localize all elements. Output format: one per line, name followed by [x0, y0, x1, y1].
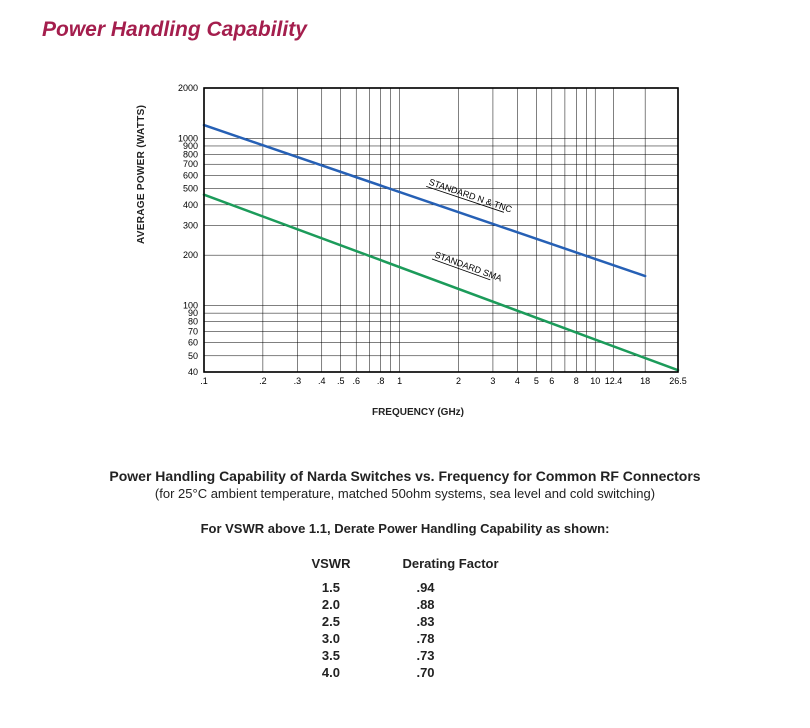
- svg-text:80: 80: [188, 317, 198, 327]
- vswr-cell: 4.0: [285, 664, 376, 681]
- svg-text:700: 700: [183, 159, 198, 169]
- table-row: 3.5.73: [285, 647, 524, 664]
- caption-line-1: Power Handling Capability of Narda Switc…: [0, 468, 810, 484]
- svg-text:.2: .2: [259, 376, 267, 386]
- svg-text:600: 600: [183, 170, 198, 180]
- y-axis-label: AVERAGE POWER (WATTS): [136, 105, 147, 244]
- page-title: Power Handling Capability: [42, 18, 307, 42]
- derating-table-wrap: VSWR Derating Factor 1.5.942.0.882.5.833…: [0, 552, 810, 681]
- svg-text:3: 3: [490, 376, 495, 386]
- svg-text:.6: .6: [352, 376, 360, 386]
- x-axis-label: FREQUENCY (GHz): [148, 407, 688, 418]
- col-derating-factor: Derating Factor: [376, 552, 524, 579]
- table-header-row: VSWR Derating Factor: [285, 552, 524, 579]
- derating-table: VSWR Derating Factor 1.5.942.0.882.5.833…: [285, 552, 524, 681]
- svg-text:300: 300: [183, 221, 198, 231]
- svg-text:.3: .3: [294, 376, 302, 386]
- page: Power Handling Capability .1 .2 .3 .4 .5 .6 .8…: [0, 0, 810, 728]
- chart-svg: .1 .2 .3 .4 .5 .6 .8 1 2 3 4 56 8 10 12.4 18 26.5 40 50 60 7…: [148, 74, 688, 414]
- svg-text:1000: 1000: [178, 133, 198, 143]
- svg-text:8: 8: [574, 376, 579, 386]
- svg-text:18: 18: [640, 376, 650, 386]
- vswr-cell: 2.0: [285, 596, 376, 613]
- table-row: 4.0.70: [285, 664, 524, 681]
- svg-text:2000: 2000: [178, 83, 198, 93]
- svg-text:12.4: 12.4: [605, 376, 623, 386]
- svg-text:500: 500: [183, 184, 198, 194]
- svg-text:.1: .1: [200, 376, 208, 386]
- svg-text:.5: .5: [337, 376, 345, 386]
- svg-text:5: 5: [534, 376, 539, 386]
- svg-text:200: 200: [183, 250, 198, 260]
- vswr-cell: 1.5: [285, 579, 376, 596]
- svg-text:10: 10: [590, 376, 600, 386]
- table-row: 1.5.94: [285, 579, 524, 596]
- derating-factor-cell: .73: [376, 647, 524, 664]
- vswr-cell: 2.5: [285, 613, 376, 630]
- derating-factor-cell: .70: [376, 664, 524, 681]
- svg-text:26.5: 26.5: [669, 376, 687, 386]
- col-vswr: VSWR: [285, 552, 376, 579]
- svg-text:6: 6: [549, 376, 554, 386]
- table-row: 2.5.83: [285, 613, 524, 630]
- caption-block: Power Handling Capability of Narda Switc…: [0, 468, 810, 536]
- caption-line-3: For VSWR above 1.1, Derate Power Handlin…: [0, 521, 810, 536]
- caption-line-2: (for 25°C ambient temperature, matched 5…: [0, 486, 810, 501]
- svg-text:400: 400: [183, 200, 198, 210]
- svg-text:.8: .8: [377, 376, 385, 386]
- svg-text:40: 40: [188, 367, 198, 377]
- derating-factor-cell: .88: [376, 596, 524, 613]
- svg-text:800: 800: [183, 150, 198, 160]
- derating-factor-cell: .83: [376, 613, 524, 630]
- svg-text:4: 4: [515, 376, 520, 386]
- table-row: 2.0.88: [285, 596, 524, 613]
- svg-text:.4: .4: [318, 376, 326, 386]
- derating-factor-cell: .94: [376, 579, 524, 596]
- svg-text:70: 70: [188, 326, 198, 336]
- svg-text:50: 50: [188, 351, 198, 361]
- vswr-cell: 3.0: [285, 630, 376, 647]
- svg-text:60: 60: [188, 338, 198, 348]
- svg-text:2: 2: [456, 376, 461, 386]
- svg-text:1: 1: [397, 376, 402, 386]
- svg-text:100: 100: [183, 300, 198, 310]
- power-chart: .1 .2 .3 .4 .5 .6 .8 1 2 3 4 56 8 10 12.4 18 26.5 40 50 60 7…: [148, 74, 688, 414]
- vswr-cell: 3.5: [285, 647, 376, 664]
- table-row: 3.0.78: [285, 630, 524, 647]
- derating-factor-cell: .78: [376, 630, 524, 647]
